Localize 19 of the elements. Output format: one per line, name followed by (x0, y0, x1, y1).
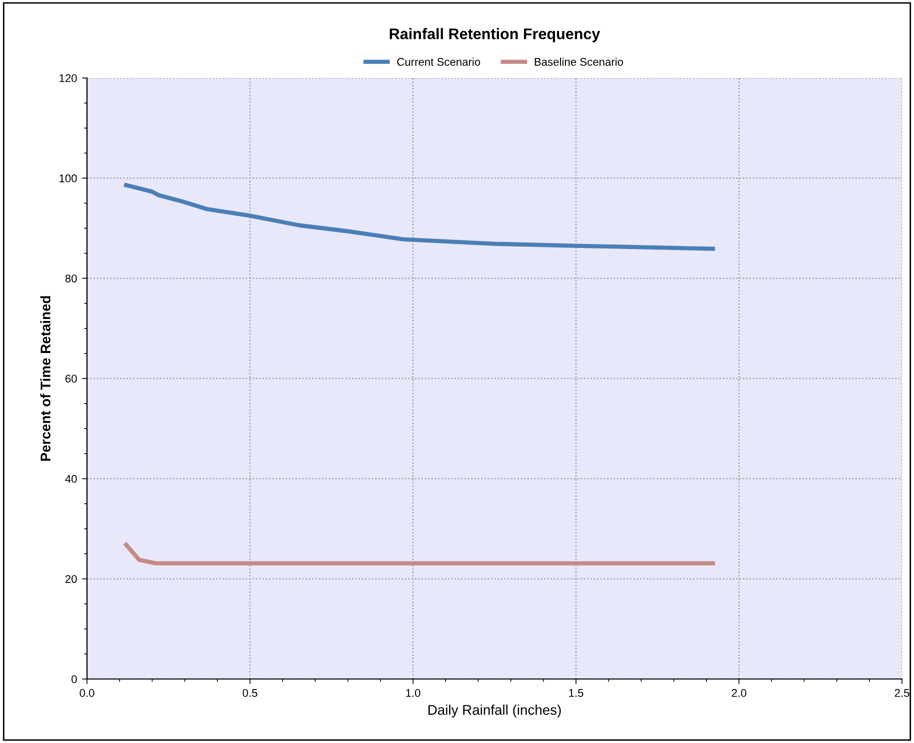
y-tick-label: 80 (65, 274, 77, 282)
x-tick-label: 1.0 (406, 689, 420, 697)
y-tick-label: 100 (60, 174, 77, 182)
x-axis-title: Daily Rainfall (inches) (428, 704, 561, 718)
y-axis-title: Percent of Time Retained (40, 296, 50, 461)
y-tick-label: 0 (72, 675, 77, 684)
x-tick-label: 0.5 (242, 689, 258, 697)
y-tick-label: 120 (60, 74, 77, 82)
x-tick-label: 0.0 (80, 689, 94, 697)
y-tick-label: 40 (65, 474, 77, 483)
x-tick-label: 2.5 (894, 689, 910, 697)
legend-label: Current Scenario (397, 58, 480, 66)
y-tick-label: 60 (65, 374, 77, 383)
x-tick-label: 1.5 (569, 689, 584, 697)
x-tick-label: 2.0 (732, 689, 746, 697)
chart-title: Rainfall Retention Frequency (390, 28, 600, 42)
legend-label: Baseline Scenario (534, 58, 624, 66)
line-series (124, 183, 716, 251)
y-tick-label: 20 (65, 575, 77, 583)
